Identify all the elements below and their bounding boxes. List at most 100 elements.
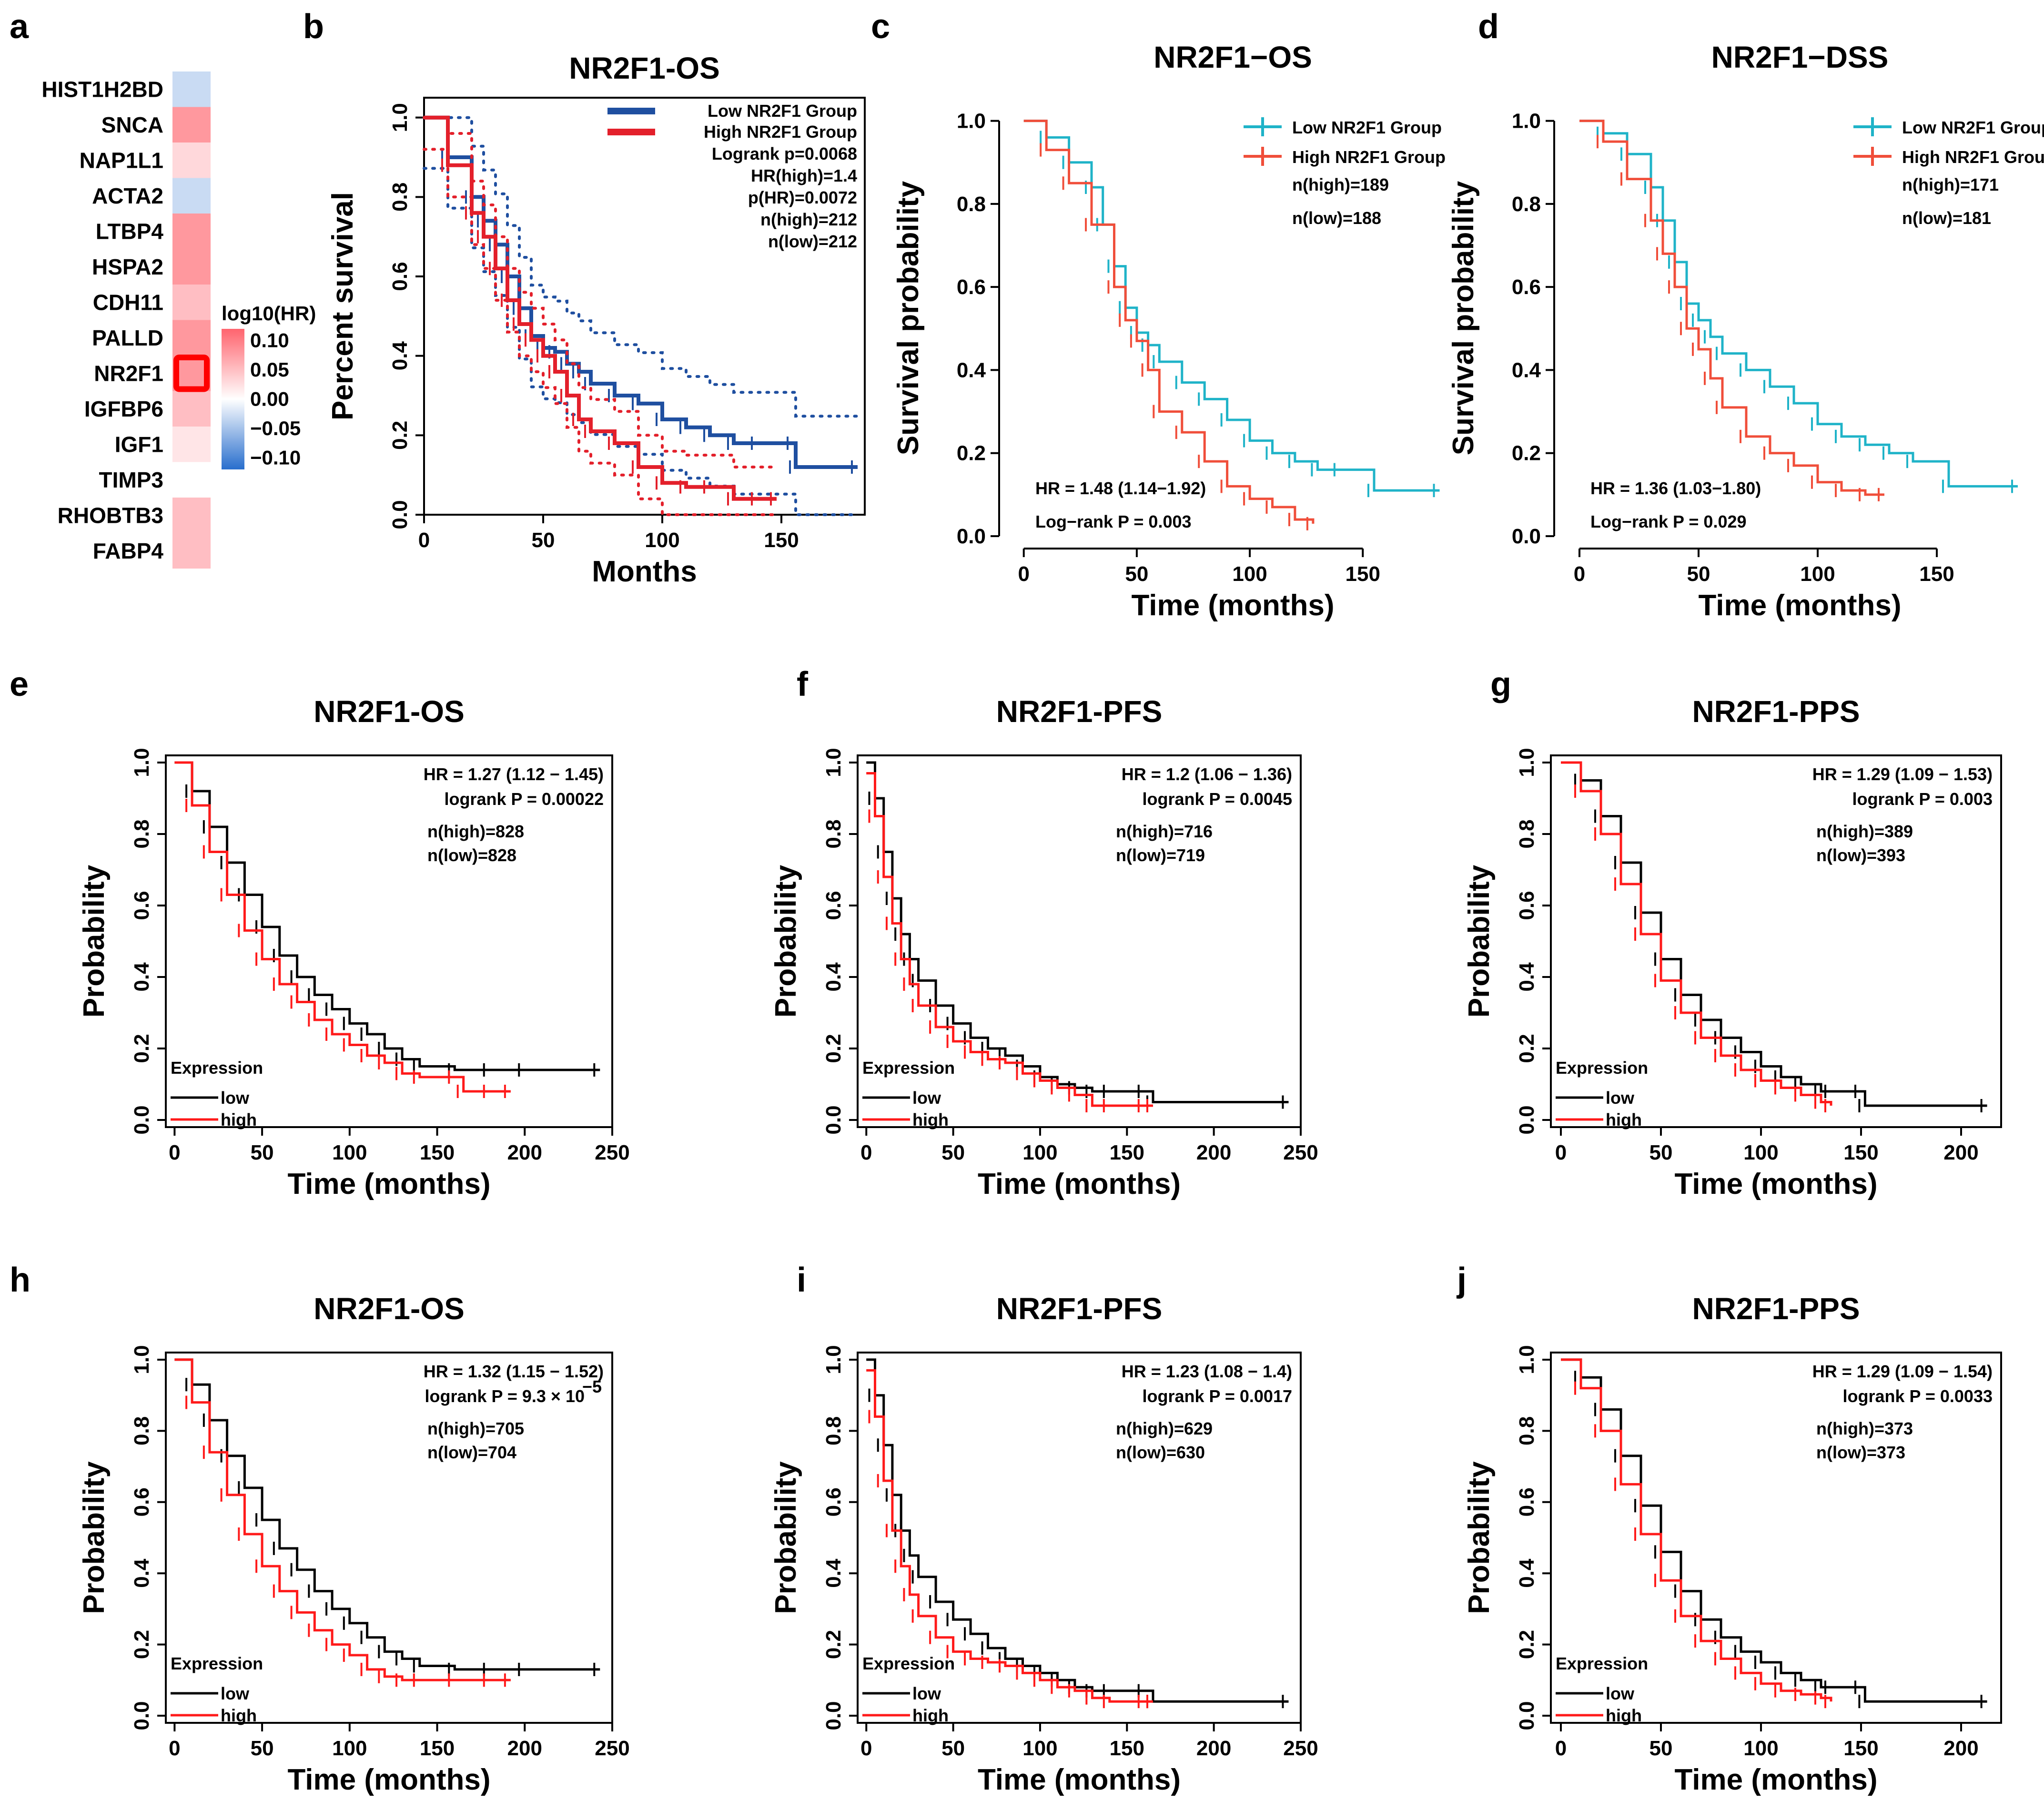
- stat-annotation: HR(high)=1.4: [751, 166, 857, 185]
- legend-title: Expression: [1556, 1058, 1648, 1078]
- ci-band-line: [423, 116, 859, 418]
- x-tick-label: 100: [1022, 1141, 1057, 1164]
- y-tick-label: 0.4: [822, 1558, 845, 1588]
- n-annotation: n(low)=188: [1292, 208, 1381, 228]
- survival-curve-high: [1561, 761, 1832, 1106]
- survival-curve-high-nr2f1-group: [1579, 120, 1884, 496]
- y-axis-label: Survival probability: [892, 181, 925, 455]
- colorbar-tick-label: −0.05: [250, 417, 301, 439]
- y-tick-label: 0.6: [957, 275, 986, 299]
- y-tick-label: 0.4: [130, 962, 153, 992]
- survival-curve-high: [866, 772, 1153, 1107]
- n-annotation: n(low)=181: [1902, 208, 1991, 228]
- n-low-annotation: n(low)=704: [427, 1443, 516, 1462]
- heatmap-panel-a: HIST1H2BD SNCA NAP1L1 ACTA2 LTBP4 HSPA2 CDH11 P…: [41, 71, 316, 569]
- n-high-annotation: n(high)=629: [1116, 1419, 1213, 1438]
- panel-label-a: a: [10, 8, 29, 46]
- legend-label: High NR2F1 Group: [1902, 147, 2044, 167]
- plot-frame: [1550, 1352, 2002, 1724]
- y-tick-label: 0.2: [1515, 1630, 1538, 1659]
- x-axis-label: Time (months): [1675, 1763, 1878, 1796]
- heatmap-cell: [172, 142, 211, 178]
- y-tick-label: 0.8: [957, 193, 986, 216]
- y-tick-label: 1.0: [1515, 748, 1538, 777]
- y-tick-label: 0.8: [822, 819, 845, 848]
- x-tick-label: 0: [1574, 562, 1585, 586]
- x-tick-label: 0: [169, 1141, 180, 1164]
- y-tick-label: 0.2: [388, 421, 412, 450]
- km-panel-c: 0.0 0.2 0.4 0.6 0.8 1.0 0 50 100 150 NR2F1−OS Time …: [892, 40, 1446, 622]
- legend-title: Expression: [1556, 1654, 1648, 1673]
- stat-annotation: n(low)=212: [768, 232, 857, 251]
- n-low-annotation: n(low)=393: [1816, 845, 1905, 865]
- y-tick-label: 0.6: [1515, 1487, 1538, 1516]
- y-tick-label: 0.6: [1515, 891, 1538, 920]
- heatmap-cell: [172, 249, 211, 285]
- hr-annotation: HR = 1.36 (1.03−1.80): [1590, 478, 1761, 498]
- hr-annotation: HR = 1.48 (1.14−1.92): [1035, 478, 1206, 498]
- y-tick-label: 0.8: [388, 183, 412, 212]
- heatmap-row-label: IGF1: [115, 432, 163, 457]
- y-axis-label: Probability: [769, 865, 802, 1018]
- colorbar-tick-label: −0.10: [250, 446, 301, 468]
- heatmap-row-label: LTBP4: [96, 219, 164, 244]
- chart-title: NR2F1-PFS: [996, 1292, 1163, 1326]
- y-tick-label: 0.0: [822, 1701, 845, 1730]
- y-tick-label: 0.2: [822, 1630, 845, 1659]
- x-axis-label: Time (months): [1132, 589, 1335, 622]
- heatmap-cell: [172, 427, 211, 462]
- n-low-annotation: n(low)=373: [1816, 1443, 1905, 1462]
- x-tick-label: 150: [1843, 1141, 1878, 1164]
- heatmap-cell: [172, 498, 211, 533]
- legend-label: high: [221, 1706, 257, 1725]
- y-tick-label: 0.0: [388, 500, 412, 529]
- colorbar-tick-label: 0.05: [250, 358, 289, 381]
- x-tick-label: 50: [251, 1141, 274, 1164]
- n-annotation: n(high)=189: [1292, 175, 1389, 194]
- n-high-annotation: n(high)=705: [427, 1419, 524, 1438]
- x-tick-label: 250: [1283, 1737, 1318, 1760]
- legend-label-low: Low NR2F1 Group: [708, 101, 857, 121]
- y-axis-label: Survival probability: [1447, 181, 1480, 455]
- legend-label: low: [1606, 1088, 1635, 1108]
- km-panel-f: 0.0 0.2 0.4 0.6 0.8 1.0 0 50 100 150 200 250 NR2F1-P…: [769, 694, 1318, 1201]
- y-tick-label: 1.0: [130, 1345, 153, 1374]
- x-axis-label: Time (months): [978, 1763, 1181, 1796]
- x-tick-label: 0: [1555, 1141, 1567, 1164]
- legend-label: Low NR2F1 Group: [1902, 118, 2044, 137]
- y-tick-label: 0.6: [822, 1487, 845, 1516]
- y-tick-label: 0.8: [130, 819, 153, 848]
- n-annotation: n(high)=171: [1902, 175, 1999, 194]
- plot-frame: [165, 1352, 613, 1724]
- y-tick-label: 1.0: [822, 1345, 845, 1374]
- legend-label: low: [912, 1088, 941, 1108]
- chart-title: NR2F1−OS: [1154, 40, 1312, 74]
- chart-title: NR2F1-OS: [314, 694, 465, 729]
- km-panel-g: 0.0 0.2 0.4 0.6 0.8 1.0 0 50 100 150 200 NR2F1-PPS T…: [1463, 694, 2002, 1201]
- x-tick-label: 100: [332, 1737, 367, 1760]
- x-tick-label: 150: [764, 529, 799, 552]
- panel-label-f: f: [797, 665, 809, 703]
- y-tick-label: 0.4: [130, 1558, 153, 1588]
- hr-annotation: Log−rank P = 0.029: [1590, 512, 1747, 531]
- colorbar-tick-label: 0.10: [250, 329, 289, 352]
- plot-frame: [857, 1352, 1302, 1724]
- stat-annotation: Logrank p=0.0068: [712, 144, 857, 163]
- y-tick-label: 0.8: [1512, 193, 1541, 216]
- chart-title: NR2F1-OS: [569, 51, 720, 85]
- legend-title: Expression: [862, 1058, 955, 1078]
- x-tick-label: 50: [1649, 1141, 1673, 1164]
- km-panel-h: 0.0 0.2 0.4 0.6 0.8 1.0 0 50 100 150 200 250 NR2F1-O…: [78, 1292, 630, 1796]
- logrank-annotation: logrank P = 0.003: [1852, 789, 1993, 809]
- km-panel-e: 0.0 0.2 0.4 0.6 0.8 1.0 0 50 100 150 200 250 NR2F1-O…: [78, 694, 630, 1201]
- legend-label: high: [912, 1706, 949, 1725]
- hr-annotation: HR = 1.27 (1.12 − 1.45): [424, 764, 604, 784]
- y-tick-label: 0.4: [1515, 962, 1538, 992]
- x-tick-label: 150: [420, 1737, 455, 1760]
- panel-label-i: i: [797, 1261, 806, 1299]
- heatmap-row-label: NAP1L1: [80, 148, 163, 173]
- colorbar: [222, 329, 244, 469]
- heatmap-row-label: ACTA2: [92, 183, 163, 208]
- x-tick-label: 150: [1843, 1737, 1878, 1760]
- x-tick-label: 50: [532, 529, 555, 552]
